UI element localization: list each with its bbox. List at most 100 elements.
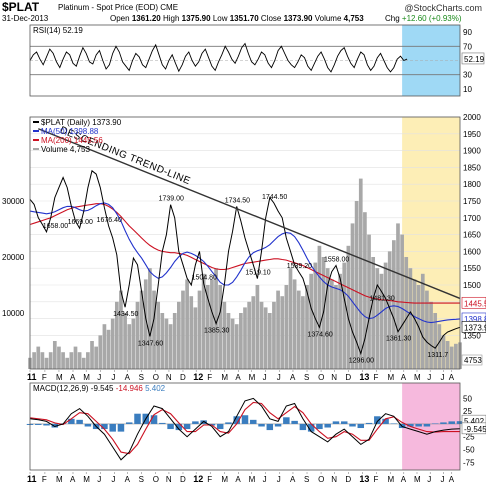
macd-histogram-bar — [448, 421, 455, 424]
macd-histogram-bar — [183, 423, 191, 430]
price-x-tick-label: 12 — [193, 372, 203, 382]
macd-x-tick-label: A — [125, 475, 131, 484]
volume-bar — [420, 273, 425, 369]
macd-histogram-bar — [150, 415, 158, 424]
macd-histogram-bar — [35, 423, 42, 425]
price-annotation: 1558.00 — [324, 257, 349, 264]
high-value: 1375.90 — [181, 14, 211, 23]
macd-x-tick-label: 13 — [359, 474, 369, 484]
volume-bar — [193, 307, 198, 369]
macd-histogram-bar — [423, 423, 431, 427]
macd-histogram-bar — [365, 422, 373, 424]
macd-x-tick-label: A — [449, 475, 455, 484]
macd-x-tick-label: M — [221, 475, 228, 484]
low-label: Low — [212, 14, 228, 23]
change-label: Chg — [385, 14, 400, 23]
volume-bar — [288, 268, 293, 369]
price-value-box — [461, 321, 486, 333]
macd-histogram-bar — [407, 423, 414, 427]
macd-x-tick-label: 12 — [193, 474, 203, 484]
price-x-tick-label: N — [166, 373, 172, 382]
macd-x-tick-label: A — [235, 475, 241, 484]
price-x-tick-label: D — [345, 373, 351, 382]
price-x-tick-label: M — [414, 373, 421, 382]
macd-histogram-bar — [299, 423, 307, 431]
price-tick-label: 1350 — [463, 331, 481, 340]
volume-bar — [342, 262, 347, 369]
volume-bar — [106, 329, 111, 369]
volume-bar — [433, 313, 438, 369]
price-tick-label: 1700 — [463, 214, 481, 223]
volume-bar — [396, 223, 400, 369]
volume-bar — [383, 262, 388, 369]
volume-bar — [131, 318, 136, 369]
macd-legend-part: MACD(12,26,9) — [33, 384, 89, 393]
price-x-tick-label: A — [70, 373, 76, 382]
volume-bar — [32, 352, 36, 369]
macd-histogram-bar — [324, 423, 331, 428]
volume-bar — [36, 346, 41, 369]
rsi-tick-label: 70 — [463, 42, 472, 51]
macd-x-tick-label: J — [111, 475, 115, 484]
price-legend-entry: MA(50) 1398.88 — [41, 127, 99, 136]
macd-histogram-bar — [266, 423, 274, 431]
volume-bar — [251, 296, 256, 369]
price-x-tick-label: M — [83, 373, 90, 382]
volume-bar — [301, 296, 305, 369]
volume-bar — [160, 313, 165, 369]
price-x-tick-label: D — [180, 373, 186, 382]
price-x-tick-label: S — [139, 373, 144, 382]
macd-histogram-bar — [374, 416, 381, 424]
macd-histogram-bar — [250, 419, 257, 424]
volume-bar — [445, 341, 450, 369]
price-tick-label: 1550 — [463, 264, 481, 273]
descending-trend-line — [38, 128, 461, 300]
price-x-tick-label: M — [221, 373, 228, 382]
price-annotation: 1734.50 — [225, 197, 250, 204]
volume-bar — [247, 301, 251, 369]
volume-value-label: 4753 — [464, 356, 482, 365]
macd-x-tick-label: O — [318, 475, 324, 484]
volume-bar — [263, 307, 268, 369]
macd-x-tick-label: J — [427, 475, 431, 484]
volume-bar — [325, 268, 330, 369]
volume-bar — [305, 285, 309, 369]
volume-bar — [90, 341, 94, 369]
price-x-tick-label: A — [449, 373, 455, 382]
price-x-tick-label: F — [42, 373, 47, 382]
price-line — [29, 169, 461, 356]
macd-histogram-bar — [390, 423, 398, 424]
volume-tick-label: 20000 — [2, 253, 25, 262]
volume-bar — [317, 245, 322, 369]
volume-bar — [449, 346, 454, 369]
price-x-tick-label: M — [56, 373, 63, 382]
volume-bar — [52, 341, 57, 369]
volume-bar — [185, 279, 189, 369]
high-label: High — [162, 14, 180, 23]
volume-bar — [243, 307, 247, 369]
price-legend-entry: MA(200) 1445.56 — [41, 136, 103, 145]
price-x-tick-label: J — [111, 373, 115, 382]
macd-x-tick-label: J — [277, 475, 281, 484]
volume-bar — [114, 301, 119, 369]
macd-histogram-bar — [216, 423, 224, 430]
volume-bar — [77, 352, 82, 369]
volume-bar — [86, 352, 90, 369]
price-x-tick-label: A — [235, 373, 241, 382]
price-annotation: 1519.10 — [245, 270, 270, 277]
macd-x-tick-label: J — [263, 475, 267, 484]
macd-histogram-bar — [332, 421, 340, 424]
price-annotation: 1434.50 — [113, 311, 138, 318]
symbol-description: Platinum - Spot Price (EOD) CME — [58, 3, 179, 12]
volume-bar — [61, 352, 65, 369]
volume-bar — [387, 251, 392, 369]
open-label: Open — [110, 14, 130, 23]
macd-histogram-bar — [175, 423, 183, 431]
change-value: +12.60 (+0.93%) — [401, 14, 462, 23]
volume-tick-label: 30000 — [2, 197, 25, 206]
volume-bar — [226, 313, 231, 369]
macd-legend: MACD(12,26,9) -9.545 -14.946 5.402 — [33, 384, 166, 393]
price-x-tick-label: A — [125, 373, 131, 382]
macd-x-tick-label: M — [56, 475, 63, 484]
